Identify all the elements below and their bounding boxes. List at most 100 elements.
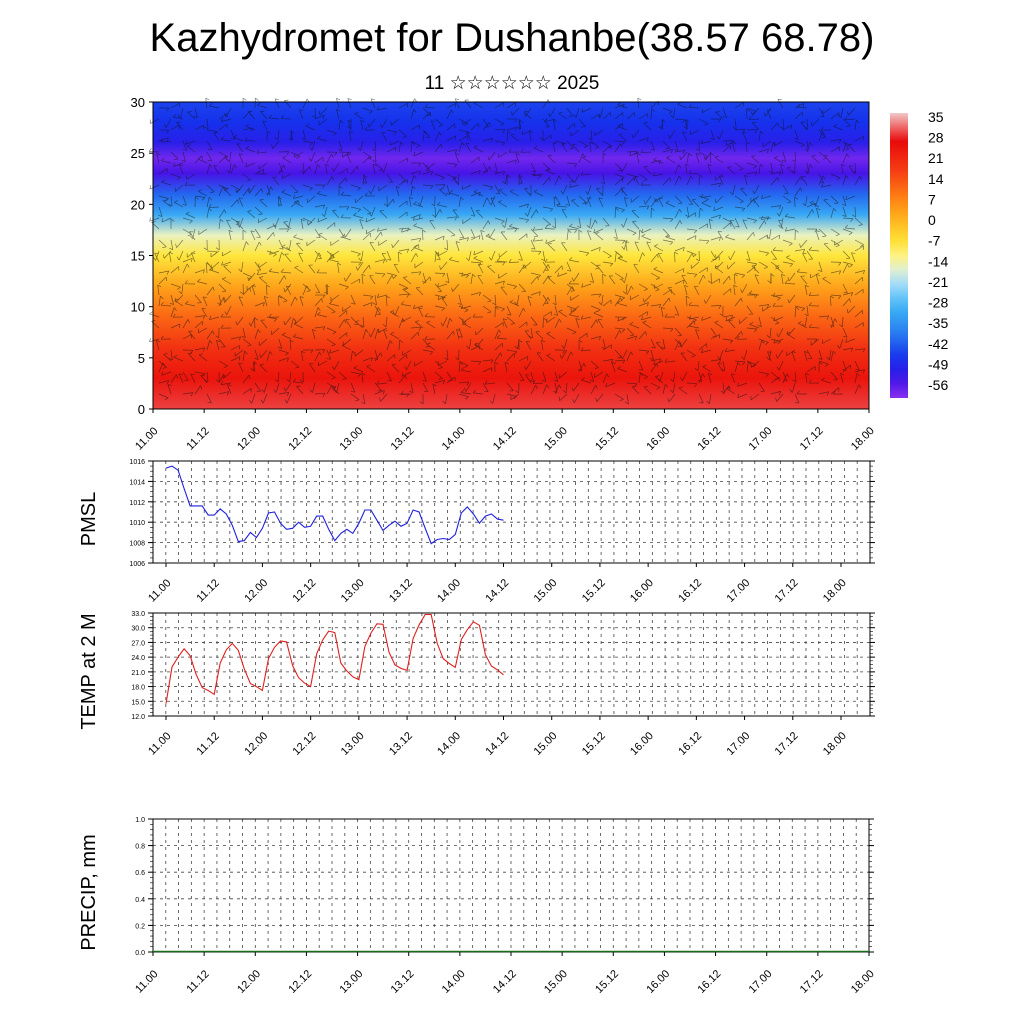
wind-barb xyxy=(722,314,733,318)
wind-barb-flag xyxy=(270,186,274,191)
wind-barb xyxy=(554,140,565,144)
wind-barb-flag xyxy=(358,278,361,284)
wind-barb xyxy=(278,275,285,285)
wind-barb xyxy=(794,112,803,120)
wind-barb xyxy=(558,113,568,120)
wind-barb-flag xyxy=(365,329,369,333)
wind-barb-flag xyxy=(332,366,335,370)
wind-barb-flag xyxy=(454,103,457,108)
wind-barb-flag xyxy=(558,318,562,323)
wind-barb xyxy=(822,278,832,285)
wind-barb-flag xyxy=(286,357,289,362)
wind-barb-flag xyxy=(514,301,518,306)
wind-barb-flag xyxy=(666,155,671,159)
wind-barb-flag xyxy=(309,166,311,171)
wind-barb-flag xyxy=(163,353,168,355)
wind-barb-flag xyxy=(413,223,418,227)
wind-barb xyxy=(552,142,556,153)
wind-barb xyxy=(662,140,670,149)
wind-barb xyxy=(158,393,169,399)
wind-barb xyxy=(446,135,456,142)
wind-barb xyxy=(254,302,265,307)
wind-barb-flag xyxy=(524,365,527,370)
wind-barb xyxy=(314,228,321,238)
wind-barb-flag xyxy=(808,324,812,328)
wind-barb xyxy=(149,217,160,222)
wind-barb-flag xyxy=(644,165,649,168)
wind-barb xyxy=(524,188,532,197)
wind-barb xyxy=(686,253,693,263)
wind-barb xyxy=(506,305,512,316)
wind-barb xyxy=(360,140,364,151)
wind-barb-flag xyxy=(391,363,397,366)
colorbar-label: -56 xyxy=(928,377,948,393)
wind-barb-flag xyxy=(248,187,251,192)
wind-barb-flag xyxy=(768,170,773,174)
wind-barb xyxy=(458,272,469,276)
wind-barb-flag xyxy=(777,212,780,217)
wind-barb-flag xyxy=(404,366,407,371)
wind-barb xyxy=(702,366,712,373)
wind-barb xyxy=(631,210,640,219)
wind-barb xyxy=(462,322,472,329)
wind-barb-flag xyxy=(299,109,304,112)
wind-barb xyxy=(650,198,657,208)
wind-barb xyxy=(758,216,769,219)
wind-barb-flag xyxy=(377,329,381,333)
wind-barb-flag xyxy=(620,167,623,172)
wind-barb-flag xyxy=(805,372,810,376)
wind-barb-flag xyxy=(309,147,313,151)
wind-barb-flag xyxy=(726,265,729,270)
wind-barb-flag xyxy=(329,300,333,304)
wind-barb xyxy=(385,295,388,307)
wind-barb-flag xyxy=(149,119,152,124)
wind-barb xyxy=(180,107,184,118)
wind-barb xyxy=(818,315,829,318)
wind-barb xyxy=(476,338,484,348)
wind-barb xyxy=(446,239,449,251)
wind-barb-flag xyxy=(786,373,790,378)
wind-barb xyxy=(674,195,683,204)
wind-barb xyxy=(482,220,489,230)
wind-barb xyxy=(422,272,427,283)
wind-barb xyxy=(458,197,462,208)
wind-barb-flag xyxy=(562,390,567,394)
wind-barb xyxy=(809,202,820,208)
wind-barb xyxy=(230,356,241,362)
wind-barb xyxy=(693,286,700,296)
wind-barb-flag xyxy=(418,327,422,331)
wind-barb xyxy=(458,294,462,305)
wind-barb xyxy=(686,195,693,205)
wind-barb xyxy=(197,281,208,285)
wind-barb xyxy=(230,199,238,208)
wind-barb-flag xyxy=(751,264,756,267)
wind-barb-flag xyxy=(844,116,848,120)
wind-barb-flag xyxy=(182,203,187,206)
wind-barb-flag xyxy=(739,168,744,171)
wind-barb xyxy=(734,128,746,131)
wind-barb xyxy=(338,371,347,379)
wind-barb xyxy=(258,162,268,170)
wind-barb xyxy=(633,264,640,274)
wind-barb-flag xyxy=(764,220,767,225)
wind-barb-flag xyxy=(473,250,476,255)
wind-barb xyxy=(170,151,179,160)
wind-barb-flag xyxy=(777,122,779,127)
wind-barb-flag xyxy=(257,218,260,223)
wind-barb xyxy=(698,274,704,285)
wind-barb xyxy=(461,369,472,373)
wind-barb-flag xyxy=(826,391,830,396)
wind-barb xyxy=(686,175,692,186)
wind-barb xyxy=(458,361,461,373)
pmsl-xtick-label: 12.00 xyxy=(242,577,270,605)
wind-barb-flag xyxy=(305,123,310,127)
wind-barb xyxy=(294,201,304,208)
wind-barb-flag xyxy=(264,296,269,299)
wind-barb-flag xyxy=(822,235,827,237)
wind-barb-flag xyxy=(606,373,610,378)
wind-barb-flag xyxy=(390,310,395,313)
wind-barb xyxy=(614,252,617,263)
pmsl-xtick-label: 17.00 xyxy=(724,577,752,605)
wind-barb xyxy=(161,181,172,186)
wind-barb xyxy=(546,333,556,340)
